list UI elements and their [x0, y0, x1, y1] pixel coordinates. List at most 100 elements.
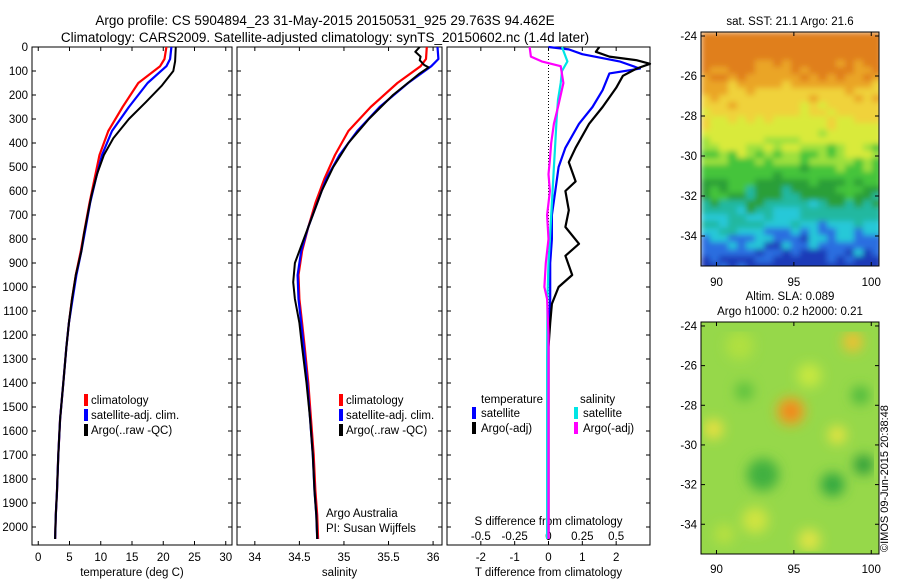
legend-label: satellite-adj. clim.	[346, 410, 434, 422]
y-tick-label: 700	[9, 210, 28, 222]
difference-xlabel: T difference from climatology	[475, 567, 622, 579]
s-tick-label: -0.5	[471, 531, 491, 543]
legend-label: Argo(-adj)	[481, 423, 532, 435]
y-tick-label: 100	[9, 66, 28, 78]
y-tick-label: -30	[680, 151, 697, 163]
legend-swatch	[339, 394, 343, 406]
y-tick-label: -28	[680, 400, 697, 412]
temperature-xlabel: temperature (deg C)	[80, 567, 184, 579]
y-tick-label: 1200	[2, 330, 28, 342]
sla-map-panel: Altim. SLA: 0.089 Argo h1000: 0.2 h2000: …	[680, 291, 880, 576]
x-tick-label: 30	[219, 552, 232, 564]
x-tick-label: 25	[188, 552, 201, 564]
x-tick-label: 0	[35, 552, 41, 564]
legend-swatch	[472, 422, 476, 434]
x-tick-label: 95	[787, 277, 800, 289]
s-tick-label: 0.25	[571, 531, 593, 543]
x-tick-label: 35.5	[377, 552, 399, 564]
legend-swatch	[339, 409, 343, 421]
x-tick-label: 100	[862, 564, 881, 576]
x-tick-label: 10	[94, 552, 107, 564]
legend-label: satellite-adj. clim.	[91, 410, 179, 422]
legend-label: Argo(..raw -QC)	[346, 425, 427, 437]
sst-map-title: sat. SST: 21.1 Argo: 21.6	[726, 16, 853, 28]
x-tick-label: 100	[862, 277, 881, 289]
legend-label: Argo(..raw -QC)	[91, 425, 172, 437]
legend-header-salinity: salinity	[580, 394, 615, 406]
y-tick-label: -28	[680, 111, 697, 123]
legend-label: satellite	[583, 408, 622, 420]
y-tick-label: 1100	[3, 306, 28, 318]
x-tick-label: 1	[579, 552, 585, 564]
y-tick-label: -32	[680, 191, 697, 203]
y-tick-label: 0	[22, 42, 28, 54]
difference-series-t-argo-adj-	[547, 46, 652, 539]
legend-label: climatology	[346, 395, 404, 407]
sla-map-title-line1: Altim. SLA: 0.089	[746, 291, 835, 303]
x-tick-label: 95	[787, 564, 800, 576]
x-tick-label: 36	[427, 552, 440, 564]
y-tick-label: -24	[680, 321, 697, 333]
legend-header-temperature: temperature	[481, 394, 543, 406]
y-tick-label: 400	[9, 138, 28, 150]
y-tick-label: 1700	[2, 450, 28, 462]
y-tick-label: -26	[680, 361, 697, 373]
x-tick-label: 2	[613, 552, 619, 564]
y-tick-label: 300	[9, 114, 28, 126]
s-tick-label: 0.5	[608, 531, 624, 543]
legend-label: satellite	[481, 408, 520, 420]
legend-swatch	[574, 407, 578, 419]
legend-label: Argo(-adj)	[583, 423, 634, 435]
temperature-series-argo-raw-qc-	[54, 46, 177, 540]
temperature-axes-frame	[31, 46, 233, 546]
sst-map-frame	[700, 31, 880, 267]
y-tick-label: 1900	[2, 498, 28, 510]
salinity-axes-frame	[236, 46, 443, 546]
imos-credit: ©IMOS 09-Jun-2015 20:38:48	[879, 405, 891, 552]
y-tick-label: 900	[9, 258, 28, 270]
x-tick-label: 20	[157, 552, 170, 564]
x-tick-label: 90	[710, 564, 723, 576]
sst-map-panel: sat. SST: 21.1 Argo: 21.6 -24 -26 -28 -30 -32…	[680, 16, 881, 289]
s-tick-label: -0.25	[502, 531, 528, 543]
salinity-panel: 34 34.5 35 35.5 36 salinity climatology satelli…	[236, 46, 443, 579]
x-tick-label: 0	[545, 552, 551, 564]
y-tick-label: 2000	[2, 522, 28, 534]
legend-swatch	[574, 422, 578, 434]
x-tick-label: 5	[66, 552, 72, 564]
x-tick-label: 90	[710, 277, 723, 289]
y-tick-label: 800	[9, 234, 28, 246]
y-tick-label: 1500	[2, 402, 28, 414]
legend-swatch	[84, 409, 88, 421]
x-tick-label: 15	[126, 552, 139, 564]
legend-swatch	[84, 424, 88, 436]
legend-swatch	[472, 407, 476, 419]
sst-heatmap	[701, 32, 879, 266]
y-tick-label: -26	[680, 71, 697, 83]
annotation-text: PI: Susan Wijffels	[326, 523, 416, 535]
y-tick-label: -34	[680, 231, 697, 243]
annotation-text: Argo Australia	[326, 508, 398, 520]
figure-title-line2: Climatology: CARS2009. Satellite-adjuste…	[60, 30, 590, 45]
y-tick-label: -32	[680, 480, 697, 492]
y-tick-label: 1600	[2, 426, 28, 438]
y-tick-label: 1400	[2, 378, 28, 390]
y-tick-label: -24	[680, 31, 697, 43]
y-tick-label: 1300	[2, 354, 28, 366]
sla-heatmap	[701, 322, 879, 554]
x-tick-label: 34.5	[288, 552, 310, 564]
sla-map-frame	[700, 321, 880, 555]
x-tick-label: -2	[476, 552, 486, 564]
salinity-series-argo-raw-qc-	[292, 46, 430, 540]
temperature-panel: 0100200300400500600700800900100011001200…	[2, 42, 233, 579]
difference-series-s-argo-adj-	[528, 46, 565, 539]
legend-label: climatology	[91, 395, 149, 407]
x-tick-label: 34	[248, 552, 261, 564]
y-tick-label: 1000	[2, 282, 28, 294]
y-tick-label: 600	[9, 186, 28, 198]
sla-map-title-line2: Argo h1000: 0.2 h2000: 0.21	[717, 306, 863, 318]
y-tick-label: 1800	[2, 474, 28, 486]
x-tick-label: 35	[338, 552, 351, 564]
